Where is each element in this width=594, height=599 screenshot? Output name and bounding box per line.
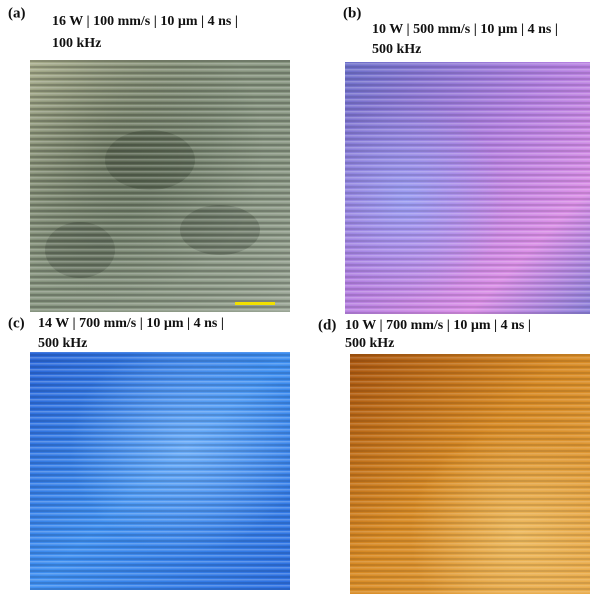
panel-label: (a) [8, 5, 26, 21]
micrograph [30, 60, 290, 312]
micrograph [345, 62, 590, 314]
panel-title: 14 W | 700 mm/s | 10 µm | 4 ns | [38, 316, 224, 331]
panel-title: 10 W | 500 mm/s | 10 µm | 4 ns | [372, 22, 558, 37]
panel-a: (a) 16 W | 100 mm/s | 10 µm | 4 ns | 100… [8, 5, 290, 312]
micrograph [30, 352, 290, 590]
panel-b: (b) 10 W | 500 mm/s | 10 µm | 4 ns | 500… [343, 5, 590, 314]
scale-bar [235, 302, 275, 305]
panel-title: 100 kHz [52, 36, 101, 51]
panel-title: 16 W | 100 mm/s | 10 µm | 4 ns | [52, 14, 238, 29]
panel-d: (d) 10 W | 700 mm/s | 10 µm | 4 ns | 500… [318, 317, 590, 594]
panel-label: (d) [318, 317, 336, 333]
panel-label: (c) [8, 315, 25, 331]
panel-label: (b) [343, 5, 361, 21]
panel-c: (c) 14 W | 700 mm/s | 10 µm | 4 ns | 500… [8, 315, 290, 590]
panel-title: 500 kHz [38, 336, 87, 351]
panel-title: 10 W | 700 mm/s | 10 µm | 4 ns | [345, 318, 531, 333]
panel-title: 500 kHz [345, 336, 394, 351]
panel-title: 500 kHz [372, 42, 421, 57]
micrograph [350, 354, 590, 594]
